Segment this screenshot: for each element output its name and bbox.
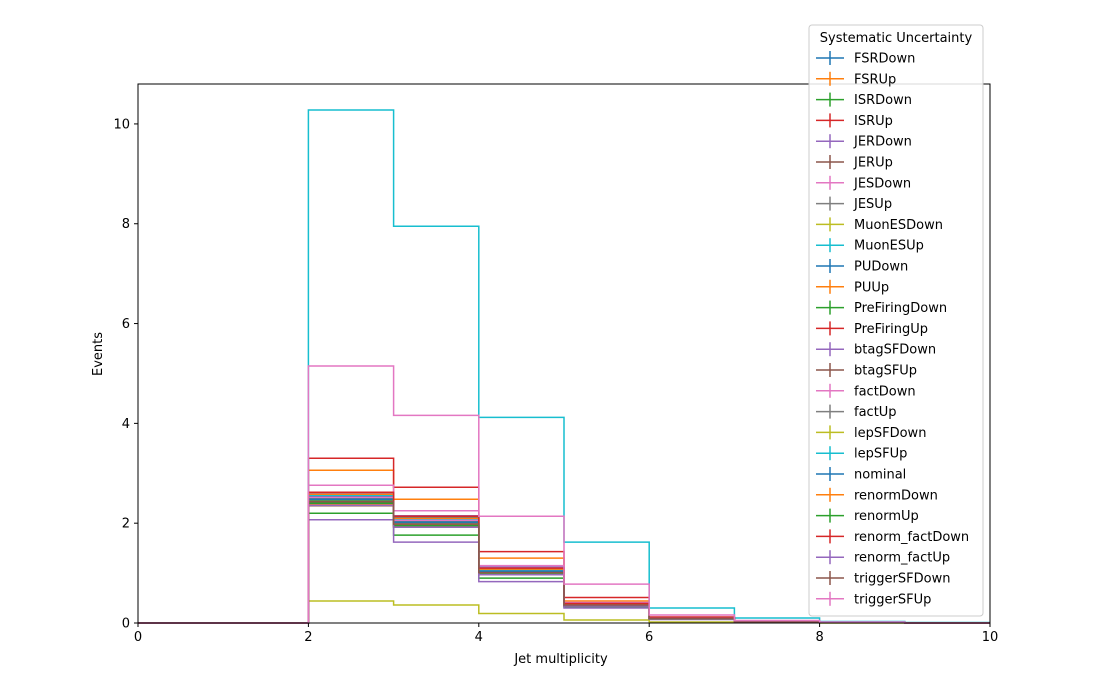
legend-entry-nominal: nominal bbox=[816, 467, 906, 483]
legend-label: PreFiringDown bbox=[854, 301, 947, 316]
plot-frame bbox=[137, 83, 991, 624]
y-axis-ticks: 0 2 4 6 8 10 bbox=[113, 117, 138, 632]
legend-entry-ISRUp: ISRUp bbox=[816, 113, 893, 129]
legend-entry-factDown: factDown bbox=[816, 383, 916, 399]
legend-box bbox=[808, 24, 984, 617]
y-tick-label: 2 bbox=[122, 517, 130, 532]
y-tick-label: 4 bbox=[122, 417, 130, 432]
x-tick-label: 4 bbox=[475, 630, 483, 645]
legend-label: btagSFUp bbox=[854, 364, 917, 379]
legend-label: nominal bbox=[854, 468, 906, 483]
legend-label: PUDown bbox=[854, 260, 908, 275]
legend-entry-JESUp: JESUp bbox=[816, 196, 892, 212]
legend-entry-factUp: factUp bbox=[816, 404, 897, 420]
legend-label: lepSFUp bbox=[854, 447, 907, 462]
legend-entry-btagSFDown: btagSFDown bbox=[816, 342, 936, 358]
legend-entry-triggerSFUp: triggerSFUp bbox=[816, 591, 931, 607]
legend-entry-lepSFUp: lepSFUp bbox=[816, 446, 907, 462]
legend-entry-PreFiringDown: PreFiringDown bbox=[816, 300, 947, 316]
legend-label: MuonESDown bbox=[854, 218, 943, 233]
legend-entry-MuonESDown: MuonESDown bbox=[816, 217, 943, 233]
legend-label: FSRDown bbox=[854, 52, 915, 67]
legend-entry-PUDown: PUDown bbox=[816, 259, 908, 275]
legend-entry-JERDown: JERDown bbox=[816, 134, 912, 150]
legend-entry-PUUp: PUUp bbox=[816, 279, 889, 295]
legend-label: JESUp bbox=[853, 197, 892, 212]
legend-entry-renormUp: renormUp bbox=[816, 508, 919, 524]
legend: Systematic Uncertainty FSRDown FSRUp ISRDo… bbox=[808, 24, 984, 617]
legend-entry-MuonESUp: MuonESUp bbox=[816, 238, 924, 254]
legend-label: JESDown bbox=[853, 176, 911, 191]
y-tick-label: 8 bbox=[122, 217, 130, 232]
legend-label: MuonESUp bbox=[854, 239, 924, 254]
legend-label: JERUp bbox=[853, 156, 893, 171]
x-axis-ticks: 0 2 4 6 8 10 bbox=[134, 623, 998, 645]
x-axis-label: Jet multiplicity bbox=[513, 652, 608, 667]
legend-label: ISRDown bbox=[854, 93, 912, 108]
legend-label: factUp bbox=[854, 405, 897, 420]
legend-label: ISRUp bbox=[854, 114, 893, 129]
legend-label: lepSFDown bbox=[854, 426, 926, 441]
y-tick-label: 0 bbox=[122, 617, 130, 632]
legend-entry-ISRDown: ISRDown bbox=[816, 92, 912, 108]
legend-label: PreFiringUp bbox=[854, 322, 928, 337]
legend-entry-triggerSFDown: triggerSFDown bbox=[816, 571, 950, 587]
legend-label: FSRUp bbox=[854, 72, 896, 87]
y-tick-label: 6 bbox=[122, 317, 130, 332]
legend-label: renorm_factUp bbox=[854, 551, 950, 566]
legend-label: btagSFDown bbox=[854, 343, 936, 358]
legend-label: factDown bbox=[854, 384, 916, 399]
legend-entry-renormDown: renormDown bbox=[816, 487, 938, 503]
legend-entry-renorm_factDown: renorm_factDown bbox=[816, 529, 969, 545]
legend-entry-FSRUp: FSRUp bbox=[816, 71, 896, 87]
legend-entry-lepSFDown: lepSFDown bbox=[816, 425, 926, 441]
legend-label: renorm_factDown bbox=[854, 530, 969, 545]
x-tick-label: 10 bbox=[982, 630, 999, 645]
legend-entry-JERUp: JERUp bbox=[816, 155, 893, 171]
y-tick-label: 10 bbox=[113, 117, 130, 132]
legend-items: FSRDown FSRUp ISRDown ISRUp JERDown JERUp JESD… bbox=[816, 51, 969, 607]
x-tick-label: 8 bbox=[815, 630, 823, 645]
x-tick-label: 2 bbox=[304, 630, 312, 645]
x-tick-label: 0 bbox=[134, 630, 142, 645]
x-tick-label: 6 bbox=[645, 630, 653, 645]
legend-entry-FSRDown: FSRDown bbox=[816, 51, 915, 67]
legend-label: PUUp bbox=[854, 280, 889, 295]
legend-entry-PreFiringUp: PreFiringUp bbox=[816, 321, 928, 337]
legend-title: Systematic Uncertainty bbox=[820, 31, 973, 46]
y-axis-label: Events bbox=[91, 332, 106, 376]
series-line-triggerSFUp bbox=[138, 365, 990, 624]
legend-label: triggerSFDown bbox=[854, 572, 950, 587]
legend-label: JERDown bbox=[853, 135, 912, 150]
legend-entry-JESDown: JESDown bbox=[816, 175, 911, 191]
legend-entry-btagSFUp: btagSFUp bbox=[816, 363, 917, 379]
legend-label: renormUp bbox=[854, 509, 919, 524]
legend-entry-renorm_factUp: renorm_factUp bbox=[816, 550, 950, 566]
legend-label: renormDown bbox=[854, 488, 938, 503]
legend-label: triggerSFUp bbox=[854, 592, 931, 607]
